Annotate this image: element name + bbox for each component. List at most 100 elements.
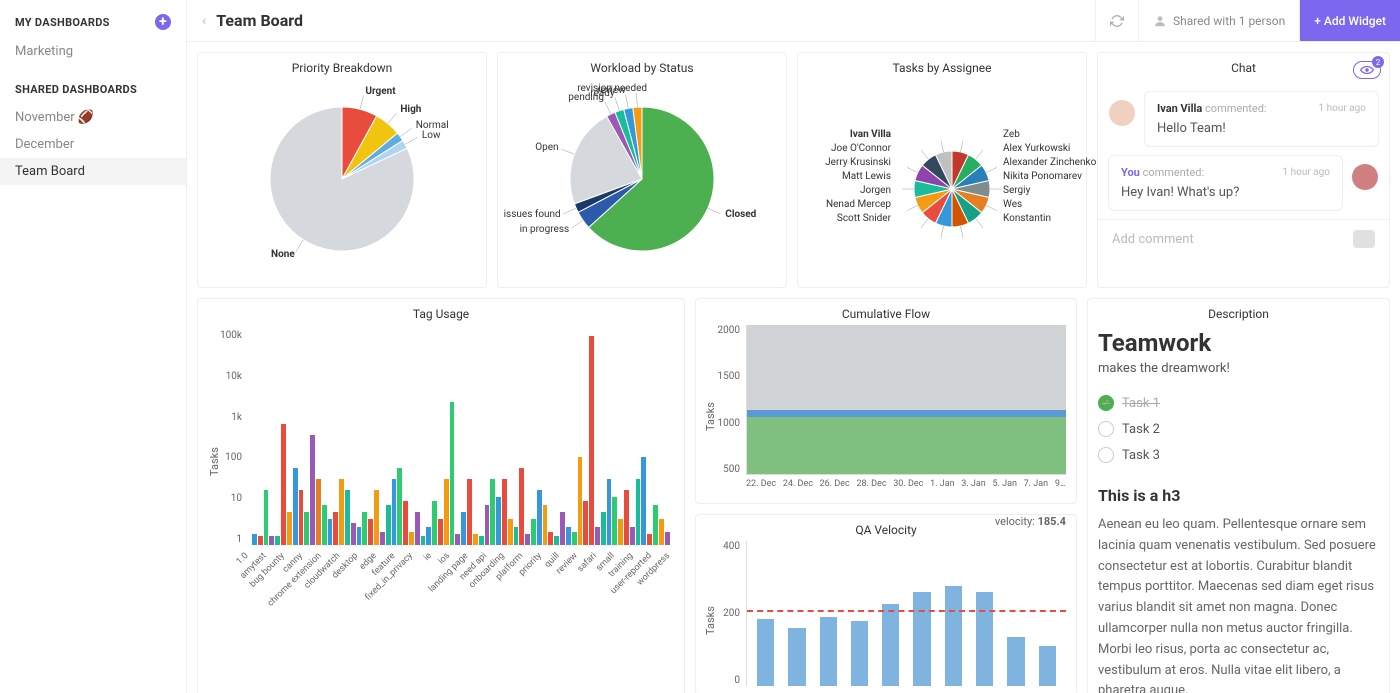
- pie-label: Zeb: [1003, 129, 1020, 140]
- avatar: [1109, 100, 1135, 126]
- watchers-count: 2: [1372, 56, 1384, 68]
- qa-velocity-panel: QA Velocity velocity: 185.4 Tasks 400200…: [695, 514, 1077, 693]
- tag-bar: [339, 479, 344, 545]
- tag-bar: [357, 527, 362, 545]
- tag-bar: [461, 512, 466, 545]
- task-checkbox[interactable]: [1098, 447, 1114, 463]
- tag-bar: [333, 512, 338, 545]
- tag-bar: [455, 534, 460, 545]
- qa-bar: [851, 621, 868, 686]
- tag-bar: [537, 490, 542, 545]
- tag-usage-panel: Tag Usage Tasks 100k10k1k100101 1.0amyte…: [197, 298, 685, 693]
- tag-bar: [589, 336, 594, 545]
- tag-bar: [502, 479, 507, 545]
- x-tick-label: ie: [422, 551, 434, 563]
- task-item[interactable]: ✓ Task 1: [1098, 390, 1379, 416]
- qa-bar: [757, 619, 774, 686]
- qa-bar: [913, 592, 930, 686]
- tag-bar: [322, 505, 327, 545]
- qa-bar: [1039, 646, 1056, 686]
- tag-bar: [368, 519, 373, 545]
- person-icon: [1153, 14, 1167, 28]
- pie-label: Sergiy: [1003, 185, 1030, 196]
- chat-input[interactable]: [1112, 232, 1353, 247]
- tag-bar: [531, 519, 536, 545]
- page-title: Team Board: [216, 11, 303, 30]
- pie-label: Jerry Krusinski: [801, 157, 891, 168]
- qa-bar: [788, 628, 805, 686]
- tag-bar: [275, 536, 280, 545]
- sidebar-item[interactable]: December: [15, 131, 171, 158]
- tag-bar: [403, 501, 408, 545]
- shared-with-button[interactable]: Shared with 1 person: [1138, 0, 1299, 41]
- tag-bar: [554, 536, 559, 545]
- task-label: Task 1: [1122, 396, 1160, 411]
- tag-bar: [479, 536, 484, 545]
- sidebar-item[interactable]: November 🏈: [15, 104, 171, 131]
- panel-title: Cumulative Flow: [706, 307, 1066, 321]
- tag-bar: [310, 435, 315, 545]
- tag-bar: [548, 532, 553, 545]
- tag-bar: [578, 457, 583, 545]
- tag-bar: [304, 512, 309, 545]
- sidebar: MY DASHBOARDS + Marketing SHARED DASHBOA…: [0, 0, 187, 693]
- flow-layer: [747, 325, 1066, 414]
- tag-bar: [450, 402, 455, 545]
- back-chevron-icon[interactable]: ‹: [202, 13, 206, 29]
- flow-layer: [747, 417, 1066, 474]
- qa-bar: [882, 604, 899, 686]
- assignee-panel: Tasks by Assignee Ivan VillaJoe O'Connor…: [797, 52, 1087, 288]
- tag-bar: [269, 536, 274, 545]
- task-item[interactable]: Task 2: [1098, 416, 1379, 442]
- task-checkbox[interactable]: [1098, 421, 1114, 437]
- tag-bar: [432, 501, 437, 545]
- tag-bar: [630, 527, 635, 545]
- threshold-line: [747, 610, 1066, 612]
- chat-message: You commented:1 hour agoHey Ivan! What's…: [1108, 155, 1343, 211]
- panel-title: Workload by Status: [508, 61, 776, 75]
- description-panel: Description Teamwork makes the dreamwork…: [1087, 298, 1390, 693]
- task-label: Task 3: [1122, 448, 1160, 463]
- avatar: [1352, 164, 1378, 190]
- tag-bar: [595, 527, 600, 545]
- pie-label: Matt Lewis: [801, 171, 891, 182]
- tag-bar: [386, 505, 391, 545]
- chat-message: Ivan Villa commented:1 hour agoHello Tea…: [1144, 91, 1379, 147]
- x-tick-label: safari: [575, 551, 598, 574]
- tag-bar: [647, 534, 652, 545]
- tag-bar: [258, 536, 263, 545]
- desc-h3: This is a h3: [1098, 486, 1379, 505]
- add-widget-button[interactable]: + Add Widget: [1299, 0, 1400, 41]
- header: ‹ Team Board Shared with 1 person + Add …: [187, 0, 1400, 42]
- tag-bar: [281, 424, 286, 545]
- sidebar-item[interactable]: Team Board: [0, 158, 186, 185]
- add-dashboard-button[interactable]: +: [155, 14, 171, 30]
- tag-bar: [496, 497, 501, 545]
- tag-bar: [560, 512, 565, 545]
- pie-label: Nikita Ponomarev: [1003, 171, 1082, 182]
- task-item[interactable]: Task 3: [1098, 442, 1379, 468]
- pie-label: Alexander Zinchenko: [1003, 157, 1096, 168]
- watchers-badge[interactable]: 2: [1353, 61, 1381, 79]
- tag-bar: [624, 490, 629, 545]
- panel-title: Tag Usage: [208, 307, 674, 321]
- sidebar-item[interactable]: Marketing: [15, 38, 171, 65]
- pie-label: Konstantin: [1003, 213, 1051, 224]
- desc-heading: Teamwork: [1098, 329, 1379, 357]
- panel-title: Chat: [1098, 53, 1389, 75]
- tag-bar: [415, 512, 420, 545]
- tag-bar: [345, 490, 350, 545]
- refresh-button[interactable]: [1095, 0, 1138, 41]
- pie-label: Scott Snider: [801, 213, 891, 224]
- tag-bar: [653, 505, 658, 545]
- desc-sub: makes the dreamwork!: [1098, 361, 1379, 376]
- task-checkbox[interactable]: ✓: [1098, 395, 1114, 411]
- tag-bar: [362, 512, 367, 545]
- tag-bar: [612, 497, 617, 545]
- pie-label: Jorgen: [801, 185, 891, 196]
- tag-bar: [543, 505, 548, 545]
- tag-bar: [293, 468, 298, 545]
- send-icon[interactable]: [1353, 230, 1375, 248]
- tag-bar: [601, 512, 606, 545]
- refresh-icon: [1110, 14, 1124, 28]
